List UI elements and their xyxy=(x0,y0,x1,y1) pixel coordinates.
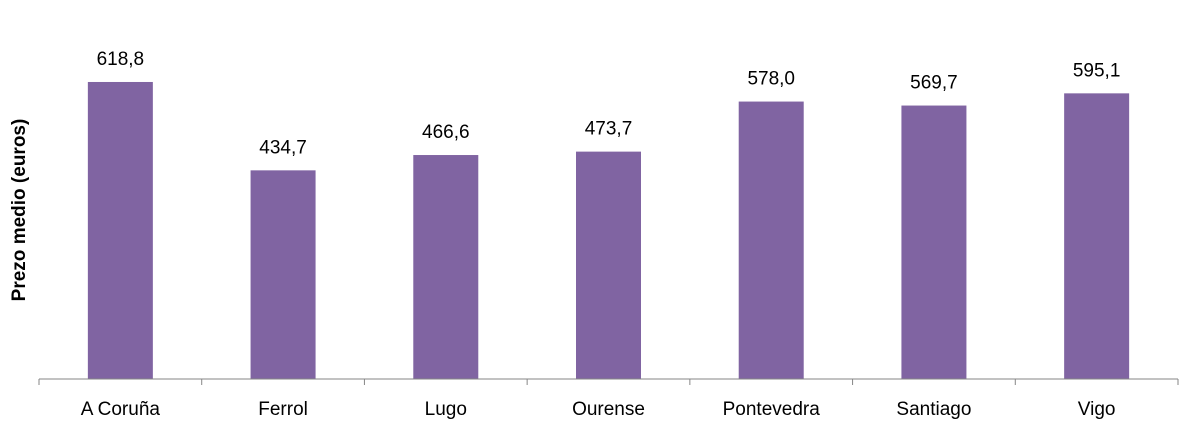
x-tick-label: Santiago xyxy=(896,399,971,420)
value-label: 466,6 xyxy=(422,122,470,143)
x-tick-label: Ferrol xyxy=(258,399,308,420)
bar xyxy=(901,105,967,379)
x-tick-label: Lugo xyxy=(425,399,467,420)
value-label: 618,8 xyxy=(97,49,145,70)
x-tick-label: Pontevedra xyxy=(723,399,821,420)
x-tick-label: Ourense xyxy=(572,399,645,420)
bar xyxy=(250,170,316,379)
value-label: 595,1 xyxy=(1073,60,1121,81)
value-label: 578,0 xyxy=(747,69,795,90)
bar xyxy=(738,101,804,379)
bar xyxy=(576,151,641,379)
x-tick-label: Vigo xyxy=(1078,399,1116,420)
value-label: 569,7 xyxy=(910,73,958,94)
bar xyxy=(1064,93,1130,380)
bar xyxy=(87,81,153,379)
value-label: 473,7 xyxy=(585,119,633,140)
x-tick-label: A Coruña xyxy=(81,399,161,420)
y-axis-label: Prezo medio (euros) xyxy=(9,119,30,302)
bar xyxy=(413,155,479,379)
value-label: 434,7 xyxy=(259,137,307,158)
